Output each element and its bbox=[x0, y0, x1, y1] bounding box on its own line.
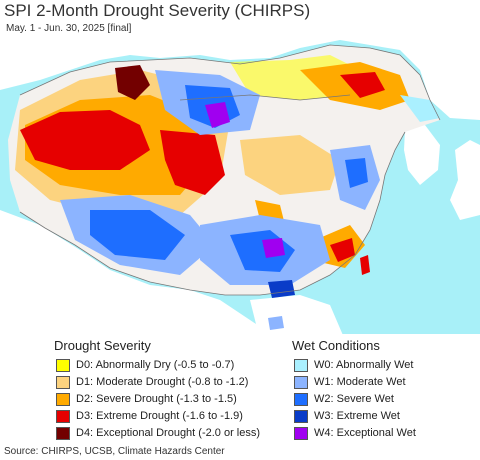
area-w0-northeast bbox=[400, 95, 440, 122]
source-credit: Source: CHIRPS, UCSB, Climate Hazards Ce… bbox=[4, 446, 225, 457]
legend-label-w2: W2: Severe Wet bbox=[314, 393, 394, 405]
outside-land-korea bbox=[404, 125, 440, 185]
legend-label-w0: W0: Abnormally Wet bbox=[314, 359, 414, 371]
swatch-w1 bbox=[294, 375, 308, 389]
swatch-d3 bbox=[56, 409, 70, 423]
legend-label-w1: W1: Moderate Wet bbox=[314, 376, 406, 388]
area-w4-south bbox=[262, 238, 285, 258]
swatch-w0 bbox=[294, 358, 308, 372]
island-taiwan bbox=[360, 255, 370, 275]
outside-land-japan bbox=[450, 140, 480, 220]
swatch-d0 bbox=[56, 358, 70, 372]
swatch-w4 bbox=[294, 426, 308, 440]
legend-label-w4: W4: Exceptional Wet bbox=[314, 427, 416, 439]
legend-label-d2: D2: Severe Drought (-1.3 to -1.5) bbox=[76, 393, 237, 405]
legend-item-d0: D0: Abnormally Dry (-0.5 to -0.7) bbox=[56, 358, 234, 372]
legend-label-d1: D1: Moderate Drought (-0.8 to -1.2) bbox=[76, 376, 249, 388]
area-d3-northeast bbox=[340, 72, 385, 98]
area-d3-westcentral bbox=[160, 130, 225, 195]
outside-land-north bbox=[0, 0, 480, 120]
area-w2-east bbox=[345, 158, 368, 188]
island-hainan bbox=[268, 316, 284, 330]
swatch-w3 bbox=[294, 409, 308, 423]
legend-item-w4: W4: Exceptional Wet bbox=[294, 426, 416, 440]
legend-label-w3: W3: Extreme Wet bbox=[314, 410, 400, 422]
area-w3-southcoast bbox=[268, 280, 295, 298]
legend-item-w0: W0: Abnormally Wet bbox=[294, 358, 413, 372]
wet-legend-heading: Wet Conditions bbox=[292, 338, 380, 353]
area-d3-southeast bbox=[330, 238, 355, 262]
map-title: SPI 2-Month Drought Severity (CHIRPS) bbox=[4, 1, 311, 20]
area-d3-west bbox=[20, 110, 150, 170]
area-d1-central bbox=[240, 135, 340, 195]
map-subtitle: May. 1 - Jun. 30, 2025 [final] bbox=[6, 23, 132, 34]
legend-item-d3: D3: Extreme Drought (-1.6 to -1.9) bbox=[56, 409, 243, 423]
swatch-d2 bbox=[56, 392, 70, 406]
outside-land-southasia bbox=[0, 210, 280, 340]
swatch-w2 bbox=[294, 392, 308, 406]
legend-label-d0: D0: Abnormally Dry (-0.5 to -0.7) bbox=[76, 359, 235, 371]
legend-item-w2: W2: Severe Wet bbox=[294, 392, 394, 406]
country-borders bbox=[19, 44, 441, 296]
swatch-d4 bbox=[56, 426, 70, 440]
legend: Drought Severity Wet Conditions D0: Abno… bbox=[0, 334, 480, 446]
legend-label-d3: D3: Extreme Drought (-1.6 to -1.9) bbox=[76, 410, 243, 422]
legend-item-d2: D2: Severe Drought (-1.3 to -1.5) bbox=[56, 392, 237, 406]
area-w4-north bbox=[205, 102, 230, 128]
area-d4-northwest bbox=[115, 65, 150, 100]
area-w2-tibet bbox=[90, 210, 185, 260]
drought-legend-heading: Drought Severity bbox=[54, 338, 151, 353]
legend-label-d4: D4: Exceptional Drought (-2.0 or less) bbox=[76, 427, 261, 439]
legend-item-d4: D4: Exceptional Drought (-2.0 or less) bbox=[56, 426, 260, 440]
swatch-d1 bbox=[56, 375, 70, 389]
legend-item-w1: W1: Moderate Wet bbox=[294, 375, 406, 389]
legend-item-w3: W3: Extreme Wet bbox=[294, 409, 400, 423]
legend-item-d1: D1: Moderate Drought (-0.8 to -1.2) bbox=[56, 375, 248, 389]
